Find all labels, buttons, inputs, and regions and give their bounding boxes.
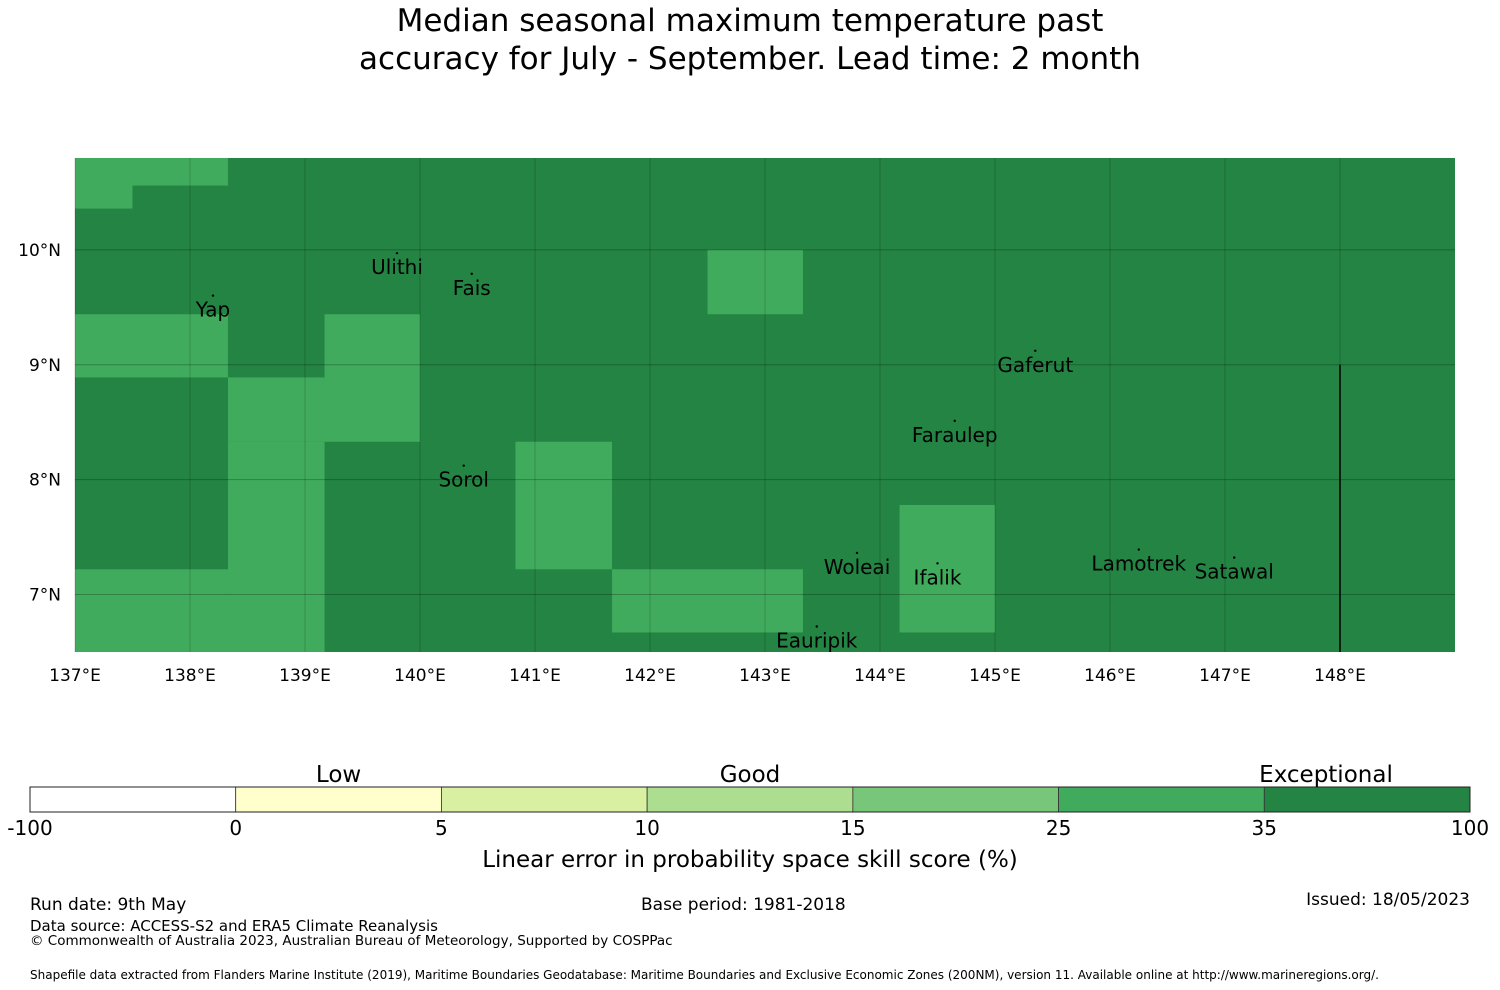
colorbar-swatch — [852, 786, 1059, 813]
base-period: Base period: 1981-2018 — [641, 895, 846, 915]
colorbar-tick-label: 25 — [1046, 816, 1071, 840]
x-tick-label: 146°E — [1084, 666, 1136, 686]
colorbar-swatch — [29, 786, 237, 813]
island-marker — [211, 294, 215, 297]
colorbar-swatch — [235, 786, 442, 813]
island-marker — [395, 251, 399, 255]
y-tick-label: 7°N — [29, 586, 61, 606]
island-marker — [462, 464, 465, 467]
copyright: © Commonwealth of Australia 2023, Austra… — [30, 933, 673, 949]
title-line-1: Median seasonal maximum temperature past — [396, 3, 1104, 39]
island-marker — [815, 625, 818, 628]
map-title: Median seasonal maximum temperature past… — [0, 2, 1500, 78]
island-marker — [470, 272, 473, 276]
skill-cell — [899, 504, 995, 633]
x-tick-label: 147°E — [1199, 666, 1251, 686]
x-tick-label: 148°E — [1314, 666, 1366, 686]
colorbar-tick-label: 100 — [1451, 816, 1489, 840]
place-label: Woleai — [824, 555, 891, 579]
x-tick-label: 142°E — [624, 666, 676, 686]
island-marker — [936, 562, 939, 565]
colorbar-swatch — [1263, 786, 1471, 813]
colorbar-swatch — [441, 786, 648, 813]
skill-cell — [324, 314, 420, 442]
place-label: Sorol — [438, 468, 489, 492]
island-marker — [953, 419, 956, 423]
x-tick-label: 143°E — [739, 666, 791, 686]
x-tick-label: 140°E — [394, 666, 446, 686]
colorbar-swatch — [646, 786, 854, 813]
title-line-2: accuracy for July - September. Lead time… — [359, 41, 1141, 77]
island-marker — [855, 551, 859, 555]
colorbar-tick-label: 15 — [840, 816, 865, 840]
x-tick-label: 144°E — [854, 666, 906, 686]
place-label: Yap — [195, 298, 230, 322]
place-label: Faraulep — [912, 423, 998, 447]
skill-cell — [227, 377, 325, 442]
colorbar-tick-label: 0 — [229, 816, 242, 840]
y-tick-label: 10°N — [18, 241, 61, 261]
colorbar-category-label: Exceptional — [1259, 762, 1393, 788]
run-date: Run date: 9th May — [30, 895, 187, 915]
skill-cell — [612, 569, 803, 633]
skill-cell — [75, 158, 228, 186]
colorbar-tick-label: 35 — [1252, 816, 1277, 840]
y-tick-label: 9°N — [29, 356, 61, 376]
y-tick-label: 8°N — [29, 471, 61, 491]
skill-cell — [515, 441, 613, 570]
colorbar-swatch — [1058, 786, 1265, 813]
place-label: Ulithi — [371, 255, 423, 279]
island-marker — [1034, 349, 1037, 352]
skill-cell — [75, 569, 228, 652]
x-tick-label: 137°E — [49, 666, 101, 686]
x-tick-label: 138°E — [164, 666, 216, 686]
colorbar-category-label: Low — [316, 762, 361, 788]
colorbar-tick-label: 5 — [435, 816, 448, 840]
issued-date: Issued: 18/05/2023 — [1306, 890, 1470, 910]
map-panel: 137°E 138°E 139°E 140°E 141°E 142°E 143°E 144°E… — [18, 158, 1455, 686]
colorbar-frame — [29, 786, 1471, 813]
place-label: Ifalik — [914, 565, 962, 589]
place-label: Lamotrek — [1091, 552, 1186, 576]
skill-cell — [707, 249, 803, 315]
place-label: Gaferut — [997, 353, 1073, 377]
place-label: Eauripik — [776, 629, 858, 653]
x-tick-label: 139°E — [279, 666, 331, 686]
skill-cell — [227, 441, 325, 652]
island-marker — [1137, 548, 1140, 551]
data-source: Data source: ACCESS-S2 and ERA5 Climate … — [30, 917, 438, 935]
shapefile-credit: Shapefile data extracted from Flanders M… — [30, 968, 1379, 982]
place-label: Fais — [453, 276, 491, 300]
colorbar: -100 0 5 10 15 25 35 100 Low Good Exceptional Linea… — [7, 762, 1489, 873]
colorbar-category-label: Good — [720, 762, 781, 788]
x-tick-label: 141°E — [509, 666, 561, 686]
colorbar-tick-label: -100 — [7, 816, 52, 840]
colorbar-axis-label: Linear error in probability space skill … — [482, 847, 1018, 873]
island-marker — [1233, 556, 1236, 559]
x-tick-label: 145°E — [969, 666, 1021, 686]
skill-cell — [75, 314, 228, 378]
colorbar-tick-label: 10 — [634, 816, 659, 840]
place-label: Satawal — [1195, 560, 1274, 584]
